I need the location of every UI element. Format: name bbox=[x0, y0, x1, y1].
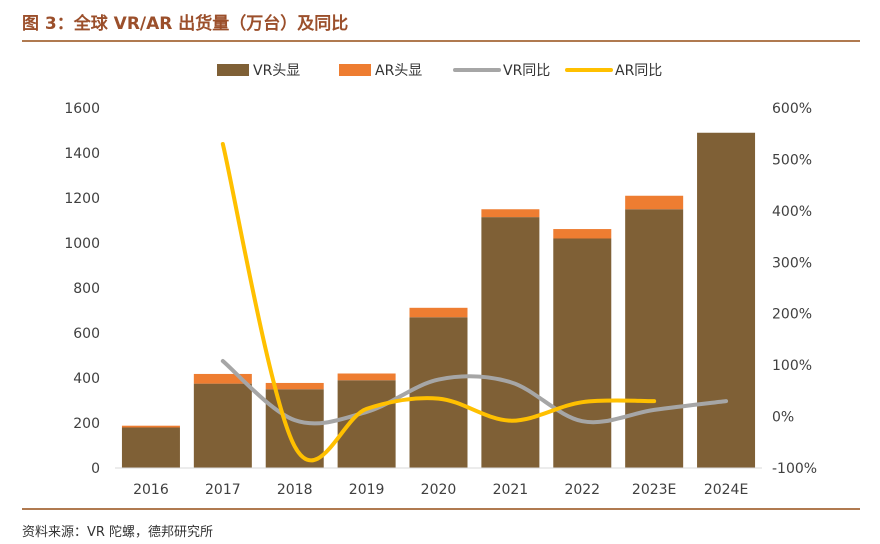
ar-bar bbox=[337, 373, 396, 381]
legend-label: VR同比 bbox=[503, 63, 550, 79]
x-tick-label: 2020 bbox=[421, 482, 457, 498]
vr-bar bbox=[193, 383, 252, 468]
bar-series bbox=[121, 132, 756, 468]
x-tick-label: 2019 bbox=[349, 482, 385, 498]
left-tick-label: 1200 bbox=[64, 191, 100, 207]
ar-yoy-line bbox=[220, 142, 657, 463]
x-tick-label: 2016 bbox=[133, 482, 169, 498]
left-tick-label: 1000 bbox=[64, 236, 100, 252]
legend-label: AR头显 bbox=[375, 63, 422, 79]
vr-bar bbox=[625, 209, 684, 468]
source-note: 资料来源：VR 陀螺，德邦研究所 bbox=[22, 525, 214, 540]
ar-bar bbox=[625, 195, 684, 210]
ar-bar bbox=[121, 425, 180, 428]
ar-bar bbox=[481, 209, 540, 218]
legend: VR头显 AR头显 VR同比 AR同比 bbox=[217, 63, 662, 79]
top-divider bbox=[22, 40, 860, 42]
vr-bar bbox=[265, 389, 324, 468]
legend-label: AR同比 bbox=[615, 63, 662, 79]
vr-bar bbox=[697, 132, 756, 468]
x-axis: 2016 2017 2018 2019 2020 2021 2022 2023E 2024E bbox=[115, 467, 762, 498]
right-tick-label: 200% bbox=[772, 307, 812, 323]
left-tick-label: 600 bbox=[73, 326, 100, 342]
vr-yoy-line bbox=[220, 359, 729, 426]
right-tick-label: 0% bbox=[772, 410, 794, 426]
right-tick-label: 100% bbox=[772, 358, 812, 374]
right-tick-label: 600% bbox=[772, 101, 812, 117]
legend-label: VR头显 bbox=[253, 63, 300, 79]
vr-bar bbox=[409, 317, 468, 468]
right-tick-label: 500% bbox=[772, 152, 812, 168]
ar-bar bbox=[409, 307, 468, 318]
figure-title: 图 3：全球 VR/AR 出货量（万台）及同比 bbox=[22, 14, 349, 34]
left-tick-label: 400 bbox=[73, 371, 100, 387]
x-tick-label: 2023E bbox=[632, 482, 676, 498]
vr-bar bbox=[553, 238, 612, 468]
left-tick-label: 1600 bbox=[64, 101, 100, 117]
right-tick-label: 400% bbox=[772, 204, 812, 220]
x-tick-label: 2021 bbox=[493, 482, 529, 498]
left-y-axis: 0 200 400 600 800 1000 1200 1400 1600 bbox=[64, 101, 100, 477]
left-tick-label: 1400 bbox=[64, 146, 100, 162]
right-tick-label: 300% bbox=[772, 255, 812, 271]
legend-swatch bbox=[217, 64, 249, 76]
vr-bar bbox=[481, 217, 540, 468]
left-tick-label: 200 bbox=[73, 416, 100, 432]
x-tick-label: 2017 bbox=[205, 482, 241, 498]
x-tick-label: 2018 bbox=[277, 482, 313, 498]
legend-swatch bbox=[339, 64, 371, 76]
left-tick-label: 0 bbox=[91, 461, 100, 477]
left-tick-label: 800 bbox=[73, 281, 100, 297]
x-tick-label: 2024E bbox=[704, 482, 748, 498]
line-series bbox=[220, 142, 729, 463]
right-y-axis: -100% 0% 100% 200% 300% 400% 500% 600% bbox=[772, 101, 817, 477]
ar-bar bbox=[553, 229, 612, 239]
vr-bar bbox=[121, 427, 180, 468]
right-tick-label: -100% bbox=[772, 461, 817, 477]
ar-bar bbox=[193, 373, 252, 384]
ar-bar bbox=[265, 382, 324, 390]
bottom-divider bbox=[22, 508, 860, 510]
x-tick-label: 2022 bbox=[564, 482, 600, 498]
